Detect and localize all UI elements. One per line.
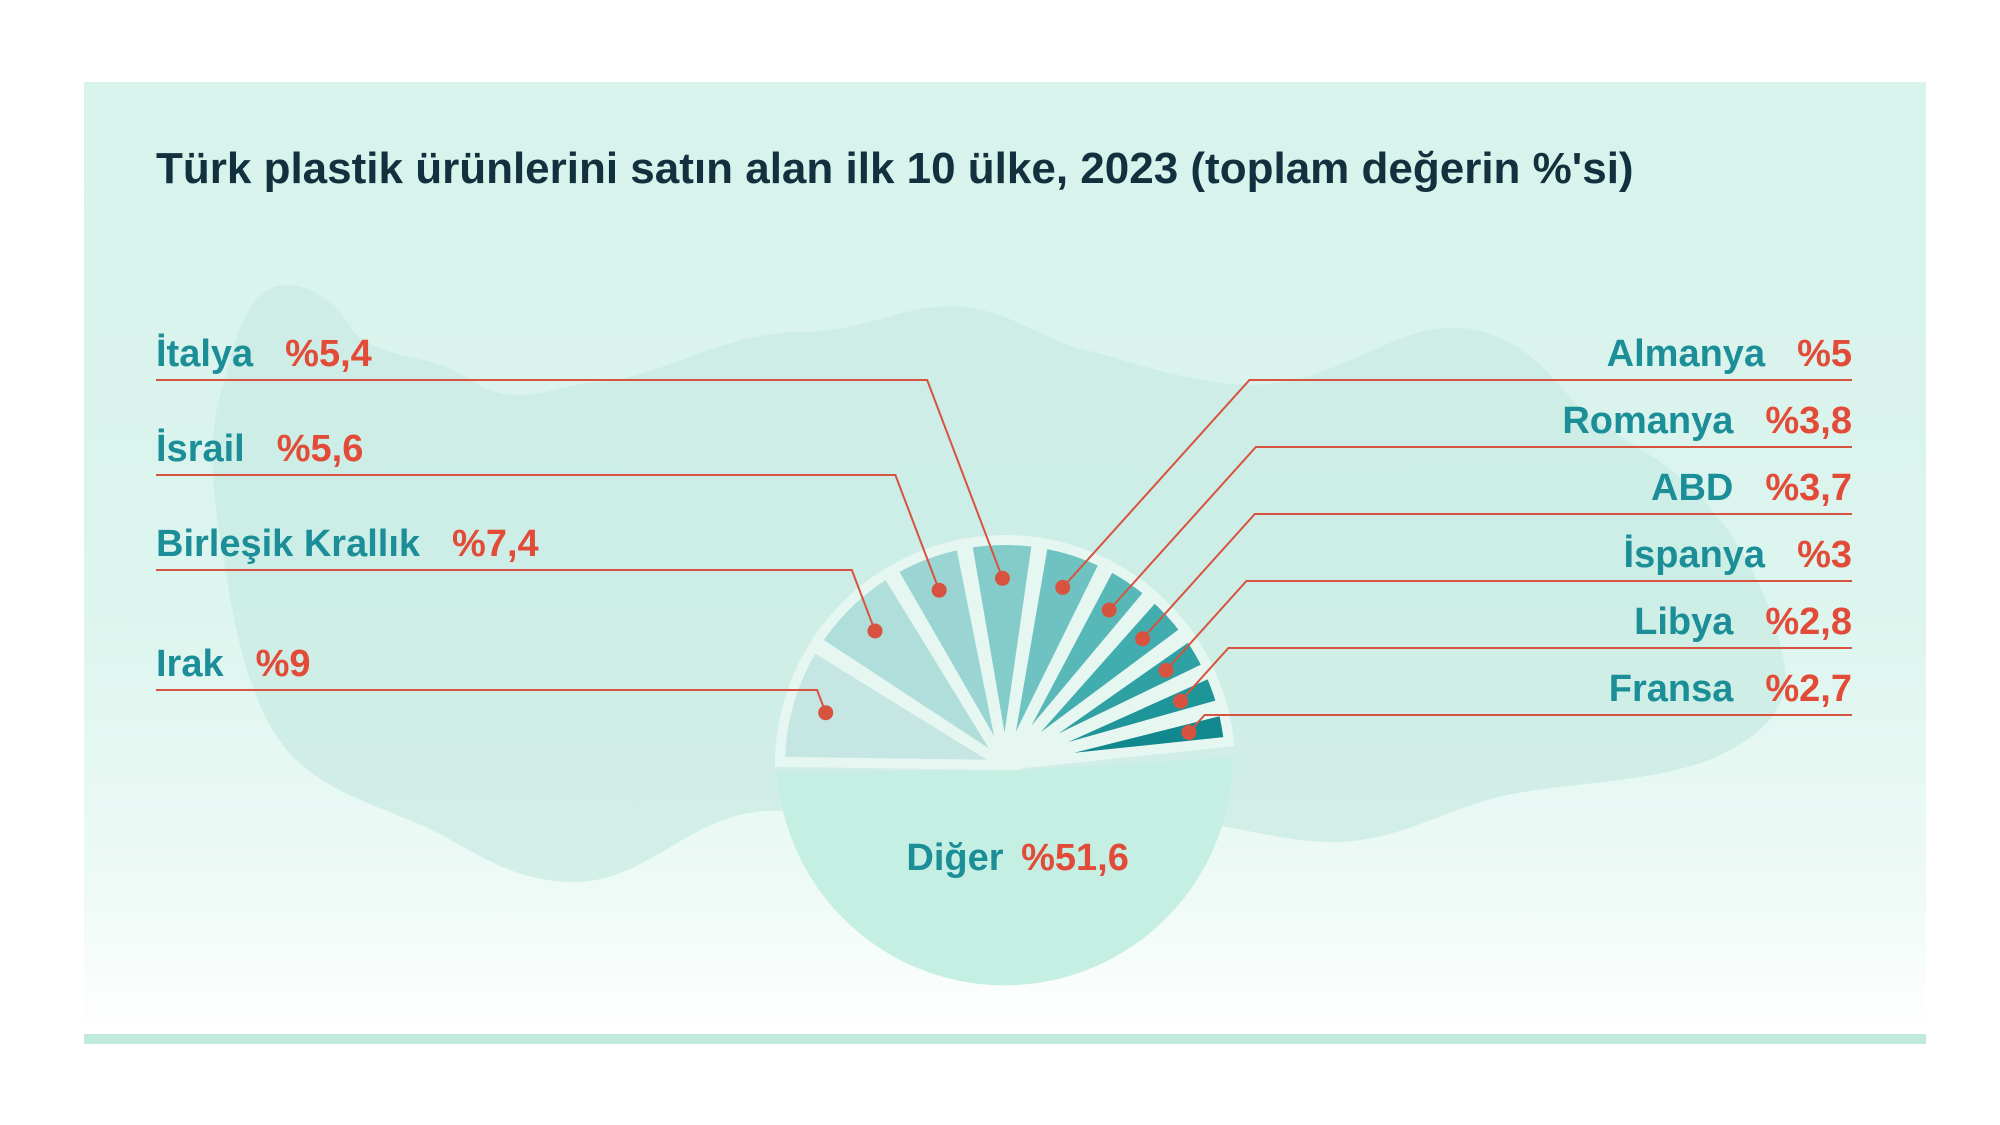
slice-label: Libya <box>1634 601 1734 643</box>
pie-slice-irak <box>774 639 1024 771</box>
leader-line <box>156 379 1004 579</box>
slice-value: %2,8 <box>1765 601 1852 643</box>
pie-slice-i̇spanya <box>1002 628 1215 770</box>
leader-line <box>156 689 827 714</box>
slice-marker <box>1173 693 1189 709</box>
leader-line <box>1165 580 1852 672</box>
pie-slice-fransa <box>1003 704 1235 770</box>
pie-slice-i̇talya <box>961 535 1043 766</box>
slice-label: ABD <box>1651 467 1733 509</box>
pie-slice-libya <box>1002 666 1228 770</box>
slice-label: Fransa <box>1609 668 1734 710</box>
slice-value: %51,6 <box>1021 837 1129 879</box>
leader-line <box>1062 379 1852 589</box>
slice-value: %3 <box>1797 534 1852 576</box>
slice-value: %5,6 <box>277 428 364 470</box>
slice-value: %3,7 <box>1765 467 1852 509</box>
slice-label: İtalya <box>156 333 254 375</box>
slice-value: %9 <box>256 643 311 685</box>
slice-label: Romanya <box>1562 400 1734 442</box>
slice-value: %3,8 <box>1765 400 1852 442</box>
slice-marker <box>931 582 947 598</box>
slice-label: Almanya <box>1607 333 1766 375</box>
slice-label: Birleşik Krallık <box>156 523 421 565</box>
leader-line <box>156 569 876 632</box>
bottom-rule <box>84 1034 1926 1044</box>
slice-value: %5 <box>1797 333 1852 375</box>
slice-marker <box>1055 579 1071 595</box>
leader-line <box>156 474 941 591</box>
slice-marker <box>994 570 1010 586</box>
slice-label: İspanya <box>1624 534 1766 576</box>
slice-marker <box>1101 602 1117 618</box>
leader-line <box>1179 647 1852 702</box>
slice-marker <box>818 705 834 721</box>
leader-line <box>1141 513 1852 640</box>
slice-label: İsrail <box>156 428 245 470</box>
slice-marker <box>1158 662 1174 678</box>
slice-marker <box>867 623 883 639</box>
slice-label: Diğer <box>906 837 1003 879</box>
slice-marker <box>1135 631 1151 647</box>
slice-marker <box>1181 724 1197 740</box>
slice-value: %7,4 <box>452 523 539 565</box>
leader-line <box>1188 714 1852 734</box>
slice-label: Irak <box>156 643 224 685</box>
leader-line <box>1108 446 1852 611</box>
pie-slice-birleşik-krallık <box>810 566 1010 770</box>
chart-title: Türk plastik ürünlerini satın alan ilk 1… <box>156 144 1634 193</box>
slice-value: %2,7 <box>1765 668 1852 710</box>
pie-slice-diger <box>777 757 1233 986</box>
slice-value: %5,4 <box>285 333 372 375</box>
